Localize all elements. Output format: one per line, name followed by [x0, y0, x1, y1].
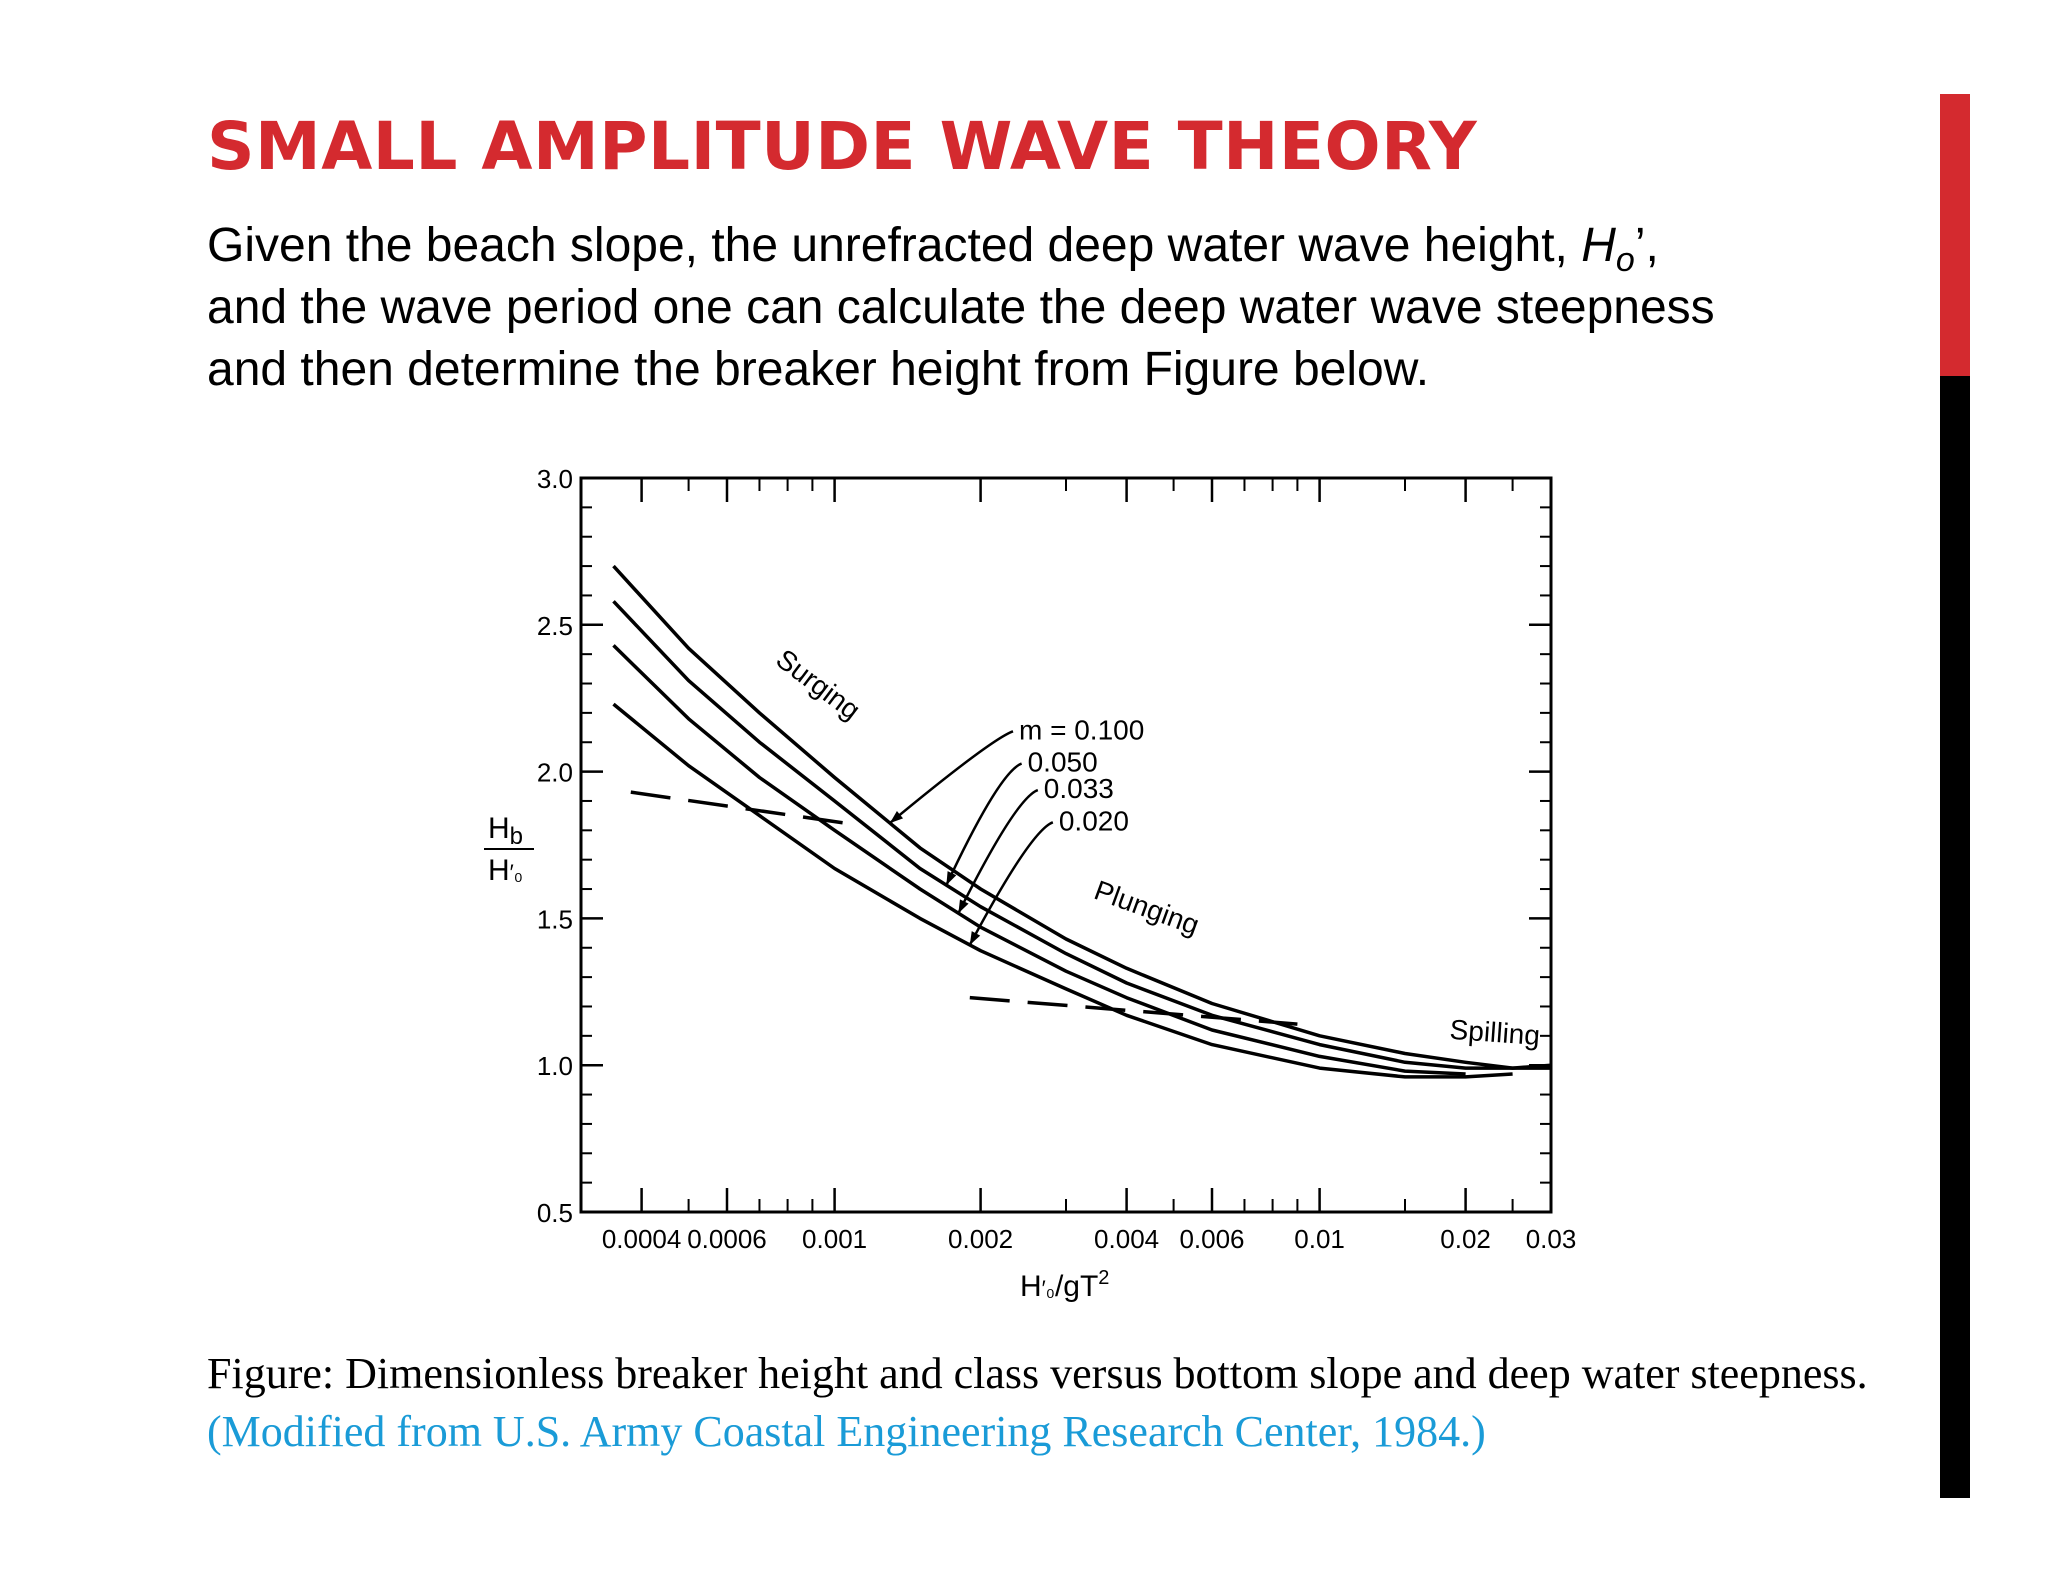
- caption-source: (Modified from U.S. Army Coastal Enginee…: [207, 1407, 1486, 1456]
- y-tick-label-0: 0.5: [537, 1198, 573, 1228]
- intro-text-line2: and the wave period one can calculate th…: [207, 281, 1715, 334]
- x-tick-label-3: 0.002: [948, 1224, 1013, 1254]
- x-tick-label-0: 0.0004: [602, 1224, 682, 1254]
- curve-series-3: [612, 702, 1513, 1079]
- x-tick-label-4: 0.004: [1094, 1224, 1159, 1254]
- intro-paragraph: Given the beach slope, the unrefracted d…: [207, 215, 1907, 401]
- y-axis-label-numerator: Hb: [488, 812, 523, 850]
- leader-arrowhead-3: [969, 931, 981, 945]
- x-tick-label-1: 0.0006: [687, 1224, 767, 1254]
- sidebar-accent-red: [1940, 94, 1970, 376]
- intro-text-line1: Given the beach slope, the unrefracted d…: [207, 219, 1582, 272]
- leader-arrowhead-1: [946, 871, 957, 886]
- y-tick-label-1: 1.0: [537, 1051, 573, 1081]
- curve-series-2: [612, 644, 1466, 1076]
- annotation-2: Spilling: [1449, 1014, 1541, 1051]
- x-tick-label-2: 0.001: [802, 1224, 867, 1254]
- y-tick-label-4: 2.5: [537, 611, 573, 641]
- leader-line-1: [945, 762, 1023, 886]
- annotation-6: 0.020: [1059, 805, 1129, 836]
- leader-arrowhead-2: [958, 899, 969, 914]
- plot-frame: [579, 476, 1553, 1214]
- annotation-5: 0.033: [1044, 773, 1114, 804]
- curve-series-1: [612, 600, 1552, 1070]
- boundary-line-0: [630, 790, 855, 827]
- breaker-class-boundaries: [630, 790, 1298, 1026]
- annotation-0: Surging: [770, 643, 866, 726]
- x-tick-label-7: 0.02: [1440, 1224, 1491, 1254]
- y-tick-label-3: 2.0: [537, 758, 573, 788]
- figure-caption: Figure: Dimensionless breaker height and…: [207, 1345, 1907, 1461]
- x-axis-ticks: 0.0004 0.0006 0.001 0.002 0.004 0.006 0.01 0.02…: [602, 478, 1576, 1254]
- leader-line-3: [968, 821, 1054, 946]
- x-tick-label-8: 0.03: [1526, 1224, 1577, 1254]
- annotation-3: m = 0.100: [1019, 714, 1144, 745]
- y-axis-label-denominator: H′₀: [488, 854, 523, 887]
- leader-line-0: [889, 730, 1014, 825]
- y-axis-ticks: 0.5 1.0 1.5 2.0 2.5 3.0: [537, 464, 1551, 1228]
- x-tick-label-6: 0.01: [1294, 1224, 1345, 1254]
- slide-title: SMALL AMPLITUDE WAVE THEORY: [207, 108, 1478, 185]
- leader-arrowhead-0: [889, 810, 904, 824]
- curve-series-0: [612, 564, 1551, 1070]
- y-tick-label-2: 1.5: [537, 904, 573, 934]
- leader-line-2: [957, 788, 1039, 914]
- intro-variable-suffix: ’,: [1634, 219, 1659, 272]
- intro-text-line3: and then determine the breaker height fr…: [207, 343, 1430, 396]
- annotation-4: 0.050: [1028, 747, 1098, 778]
- y-tick-label-5: 3.0: [537, 464, 573, 494]
- y-axis-label: Hb H′₀: [484, 812, 534, 887]
- breaker-curves: [612, 564, 1552, 1079]
- caption-main: Figure: Dimensionless breaker height and…: [207, 1349, 1868, 1398]
- intro-variable: Ho: [1581, 219, 1635, 279]
- x-tick-label-5: 0.006: [1179, 1224, 1244, 1254]
- annotation-1: Plunging: [1090, 874, 1203, 940]
- x-axis-label: H′₀/gT2: [1020, 1267, 1109, 1303]
- sidebar-accent-black: [1940, 376, 1970, 1498]
